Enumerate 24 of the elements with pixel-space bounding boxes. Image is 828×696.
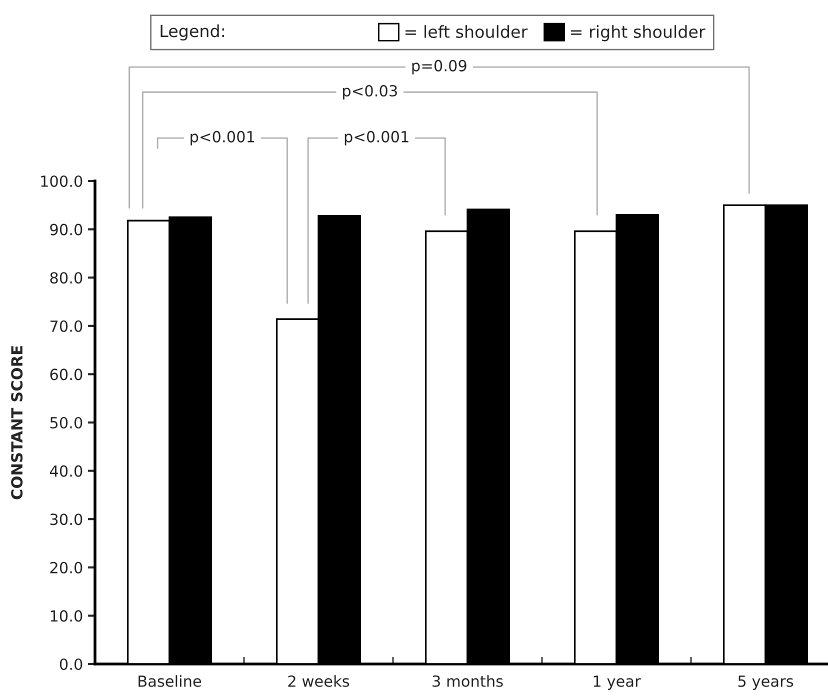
text: p=0.09 bbox=[412, 60, 466, 74]
legend-label: = left shoulder bbox=[406, 25, 528, 38]
text: p<0.001 bbox=[190, 130, 254, 146]
y-tick-label: 90.0 bbox=[50, 224, 82, 236]
x-tick-label: 1 year bbox=[594, 676, 641, 690]
x-tick-label: 2 weeks bbox=[288, 675, 350, 687]
y-tick-label: 100.0 bbox=[41, 175, 82, 188]
y-axis-title: CONSTANT SCORE bbox=[11, 346, 23, 500]
x-tick-label: 3 months bbox=[432, 675, 503, 687]
y-tick-label: 30.0 bbox=[50, 514, 82, 526]
y-tick-label: 50.0 bbox=[50, 416, 82, 429]
y-tick-label: 20.0 bbox=[50, 562, 82, 574]
text: p<0.001 bbox=[344, 130, 408, 146]
text: p<0.03 bbox=[343, 85, 397, 100]
y-tick-label: 60.0 bbox=[50, 368, 82, 380]
y-tick-label: 0.0 bbox=[60, 658, 82, 670]
y-tick-label: 80.0 bbox=[50, 272, 82, 284]
legend-label: = right shoulder bbox=[571, 25, 706, 42]
y-tick-label: 70.0 bbox=[50, 320, 82, 332]
y-tick-label: 40.0 bbox=[50, 465, 82, 477]
x-tick-label: 5 years bbox=[738, 676, 794, 690]
y-tick-label: 10.0 bbox=[50, 610, 82, 622]
legend-title: Legend: bbox=[160, 24, 224, 41]
x-tick-label: Baseline bbox=[138, 675, 202, 687]
